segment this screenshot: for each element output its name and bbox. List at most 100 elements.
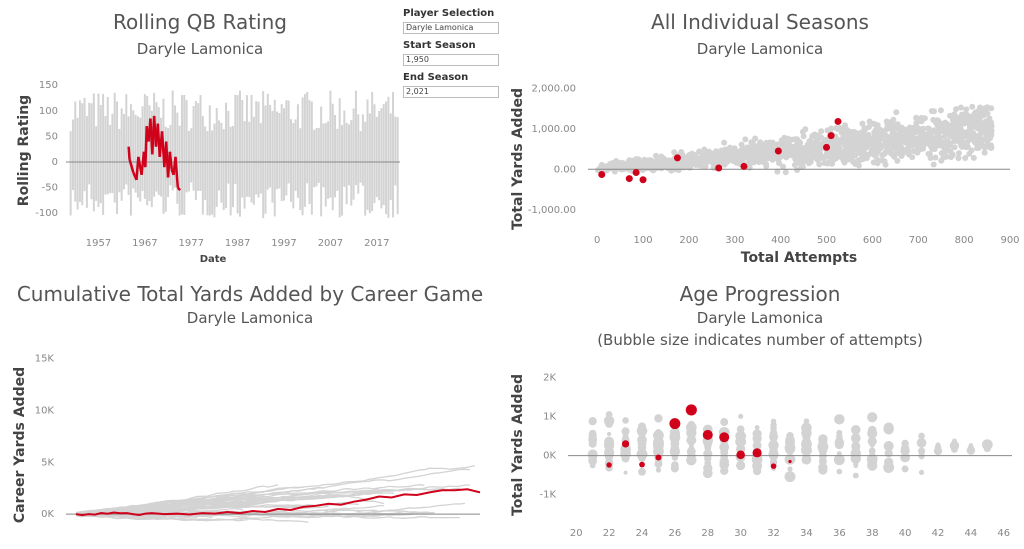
background-season-point <box>833 135 840 142</box>
highlight-age-bubble <box>702 429 713 440</box>
background-season-point <box>887 146 894 153</box>
background-season-point <box>809 139 816 146</box>
x-tick-label: 30 <box>734 528 747 539</box>
background-age-bubble <box>753 461 761 468</box>
background-season-point <box>842 141 849 148</box>
background-season-point <box>921 135 928 142</box>
background-age-bubble <box>886 462 891 467</box>
background-age-bubble <box>951 445 958 452</box>
background-season-point <box>836 144 843 151</box>
highlight-segment <box>168 151 174 170</box>
background-age-bubble <box>770 418 777 425</box>
highlight-season-point <box>774 147 782 155</box>
background-season-point <box>925 125 932 132</box>
background-season-point <box>920 125 927 132</box>
background-season-point <box>891 153 898 160</box>
highlight-age-bubble <box>639 461 645 468</box>
background-season-point <box>849 156 856 163</box>
background-season-point <box>689 160 696 167</box>
highlight-season-point <box>834 117 842 125</box>
background-age-bubble <box>852 472 859 479</box>
background-season-point <box>894 121 901 128</box>
background-age-bubble <box>653 446 664 457</box>
background-season-point <box>846 130 853 137</box>
background-season-point <box>935 130 942 137</box>
age-note: (Bubble size indicates number of attempt… <box>597 331 923 349</box>
y-axis-label: Total Yards Added <box>510 374 526 516</box>
highlight-segment <box>176 186 182 192</box>
y-tick-label: 1,000.00 <box>531 124 576 135</box>
background-age-bubble <box>720 448 729 457</box>
background-season-point <box>839 149 846 156</box>
background-age-bubble <box>688 444 694 450</box>
background-season-point <box>926 130 933 137</box>
background-season-point <box>857 129 864 136</box>
y-tick-label: 150 <box>39 80 58 91</box>
background-season-point <box>955 155 962 162</box>
y-tick-label: -100 <box>35 208 58 219</box>
background-age-bubble <box>720 457 729 466</box>
y-tick-label: -1K <box>539 490 556 501</box>
background-age-bubble <box>606 431 612 437</box>
background-age-bubble <box>867 412 878 423</box>
background-season-point <box>959 114 966 121</box>
background-age-bubble <box>705 449 710 454</box>
background-season-point <box>925 150 932 157</box>
background-season-point <box>693 158 700 165</box>
x-tick-label: 1987 <box>225 238 250 249</box>
background-age-bubble <box>867 436 877 447</box>
start-season-input[interactable]: 1,950 <box>403 54 499 66</box>
highlight-segment <box>128 159 135 173</box>
background-season-point <box>769 148 776 155</box>
x-tick-label: 1977 <box>179 238 204 249</box>
x-tick-label: 1957 <box>86 238 111 249</box>
seasons-subtitle: Daryle Lamonica <box>696 40 824 58</box>
background-season-point <box>977 122 984 129</box>
background-season-point <box>726 156 733 163</box>
background-season-point <box>818 128 825 135</box>
background-season-point <box>884 121 891 128</box>
highlight-season-point <box>827 132 835 140</box>
background-season-point <box>987 142 994 149</box>
x-tick-label: 42 <box>932 528 945 539</box>
background-season-point <box>904 130 911 137</box>
y-tick-label: 0K <box>41 509 54 520</box>
background-season-point <box>978 141 985 148</box>
x-tick-label: 40 <box>899 528 912 539</box>
background-season-point <box>863 142 870 149</box>
cumulative-subtitle: Daryle Lamonica <box>186 309 314 327</box>
background-season-point <box>909 133 916 140</box>
background-age-bubble <box>736 437 745 446</box>
background-season-point <box>763 161 770 168</box>
background-season-point <box>721 139 728 146</box>
y-tick-label: 0.00 <box>554 164 576 175</box>
background-season-point <box>932 141 939 148</box>
background-season-point <box>913 120 920 127</box>
seasons-title: All Individual Seasons <box>651 10 869 34</box>
background-age-bubble <box>918 441 925 447</box>
background-age-bubble <box>770 424 777 432</box>
player-selection-input[interactable]: Daryle Lamonica <box>403 22 499 34</box>
background-season-point <box>863 154 870 161</box>
background-season-point <box>835 125 842 132</box>
background-season-point <box>683 157 690 164</box>
background-age-bubble <box>836 451 842 457</box>
background-season-point <box>814 132 821 139</box>
background-season-point <box>738 141 745 148</box>
end-season-input[interactable]: 2,021 <box>403 86 499 98</box>
background-season-point <box>874 157 881 164</box>
background-age-bubble <box>702 468 713 479</box>
background-season-point <box>803 149 810 156</box>
background-season-point <box>905 143 912 150</box>
background-age-bubble <box>818 465 828 475</box>
background-age-bubble <box>606 457 612 464</box>
background-season-point <box>704 152 711 159</box>
background-season-point <box>803 154 810 161</box>
y-tick-label: -1,000.00 <box>528 205 576 216</box>
background-season-point <box>964 129 971 136</box>
background-age-bubble <box>769 435 778 443</box>
background-season-point <box>890 141 897 148</box>
highlight-season-point <box>625 175 633 183</box>
background-season-point <box>970 154 977 161</box>
background-season-point <box>891 134 898 141</box>
